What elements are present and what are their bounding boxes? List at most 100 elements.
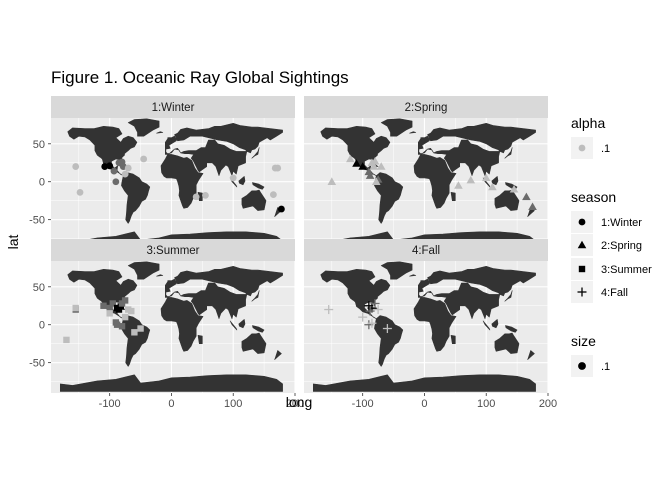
land-mass [229, 320, 238, 331]
land-mass [413, 297, 457, 352]
sighting-point [63, 336, 70, 344]
x-tick-label: 0 [421, 398, 427, 410]
x-tick-label: 100 [477, 398, 495, 410]
sighting-point [324, 305, 334, 315]
land-mass [238, 319, 246, 329]
land-mass [450, 334, 456, 345]
land-mass [409, 274, 417, 277]
sighting-point [128, 307, 135, 315]
land-mass [409, 131, 417, 134]
sighting-points [324, 298, 392, 334]
sighting-point [367, 318, 377, 328]
sighting-point [522, 192, 531, 201]
sighting-point [269, 191, 277, 199]
sighting-point [358, 312, 368, 322]
land-mass [491, 319, 499, 329]
facet-strip [304, 239, 548, 261]
land-mass [380, 118, 413, 137]
sighting-point [100, 302, 107, 309]
legend-title: season [571, 189, 616, 205]
sighting-point [274, 164, 282, 172]
sighting-point [346, 154, 355, 163]
facet-strip-label: 2:Spring [405, 102, 448, 114]
facet-strip [51, 96, 295, 118]
sighting-point [192, 193, 200, 201]
land-mass [274, 350, 282, 360]
land-mass [527, 350, 535, 360]
land-mass [374, 172, 404, 224]
legend-title: size [571, 333, 596, 349]
sighting-point [106, 304, 113, 312]
land-mass [252, 325, 265, 333]
sighting-point [382, 324, 392, 334]
sighting-point [121, 170, 129, 178]
legend-label: 1:Winter [601, 217, 642, 229]
land-mass [417, 265, 536, 320]
facet-strip-label: 1:Winter [152, 102, 195, 114]
legend-key [578, 218, 586, 226]
sighting-point [528, 202, 537, 210]
land-mass [59, 374, 283, 392]
facet-panels: 1:Winter 2:Spring 3:Summer 4:Fall [51, 96, 548, 393]
sighting-points [327, 154, 537, 210]
land-mass [482, 320, 491, 331]
sighting-point [488, 182, 497, 191]
sighting-point [110, 167, 118, 175]
land-mass [156, 131, 164, 134]
land-mass [238, 176, 246, 186]
sighting-point [121, 297, 129, 304]
land-mass [121, 172, 151, 224]
land-mass [320, 126, 391, 176]
world-map [312, 261, 536, 392]
x-tick-label: 0 [168, 398, 174, 410]
land-mass [165, 265, 283, 320]
land-mass [167, 137, 173, 145]
facet-strip [304, 96, 548, 118]
y-tick-label: -50 [29, 215, 45, 227]
chart-title: Figure 1. Oceanic Ray Global Sightings [51, 68, 349, 87]
sighting-point [369, 162, 379, 170]
facet-strip-label: 3:Summer [146, 245, 199, 257]
sighting-point [454, 181, 463, 189]
sighting-point [278, 205, 285, 213]
sighting-point [118, 323, 126, 330]
land-mass [165, 123, 283, 176]
sighting-point [124, 164, 132, 172]
sighting-point [466, 175, 476, 184]
sighting-point [352, 159, 361, 167]
sighting-point [358, 162, 367, 170]
land-mass [251, 290, 260, 302]
land-mass [491, 176, 499, 186]
land-mass [494, 332, 520, 354]
world-map [59, 118, 283, 249]
sighting-point [76, 188, 84, 196]
y-tick-label: -50 [29, 358, 45, 370]
land-mass [374, 315, 404, 367]
legend-label: 3:Summer [601, 264, 652, 276]
legend-label: 4:Fall [601, 287, 628, 299]
land-mass [413, 154, 457, 209]
legend-key [578, 362, 586, 370]
land-mass [420, 137, 427, 145]
land-mass [420, 280, 427, 288]
x-tick-label: -100 [99, 398, 121, 410]
land-mass [160, 297, 204, 352]
sighting-point [371, 177, 381, 185]
land-mass [494, 189, 520, 211]
sighting-point [202, 191, 209, 199]
land-mass [504, 147, 513, 159]
y-axis-title: lat [5, 235, 21, 250]
land-mass [505, 325, 518, 333]
y-tick-label: 50 [33, 282, 45, 294]
facet-panel: 1:Winter [51, 96, 295, 250]
land-mass [504, 290, 513, 302]
sighting-point [72, 304, 79, 312]
legend-label: 2:Spring [601, 240, 642, 252]
x-tick-labels: -100 0 100 200 -100 0 100 200 [99, 393, 557, 410]
land-mass [156, 274, 164, 277]
sighting-point [109, 300, 116, 307]
land-mass [252, 182, 265, 190]
facet-panel: 3:Summer [51, 239, 295, 393]
facet-panel: 4:Fall [304, 239, 548, 393]
